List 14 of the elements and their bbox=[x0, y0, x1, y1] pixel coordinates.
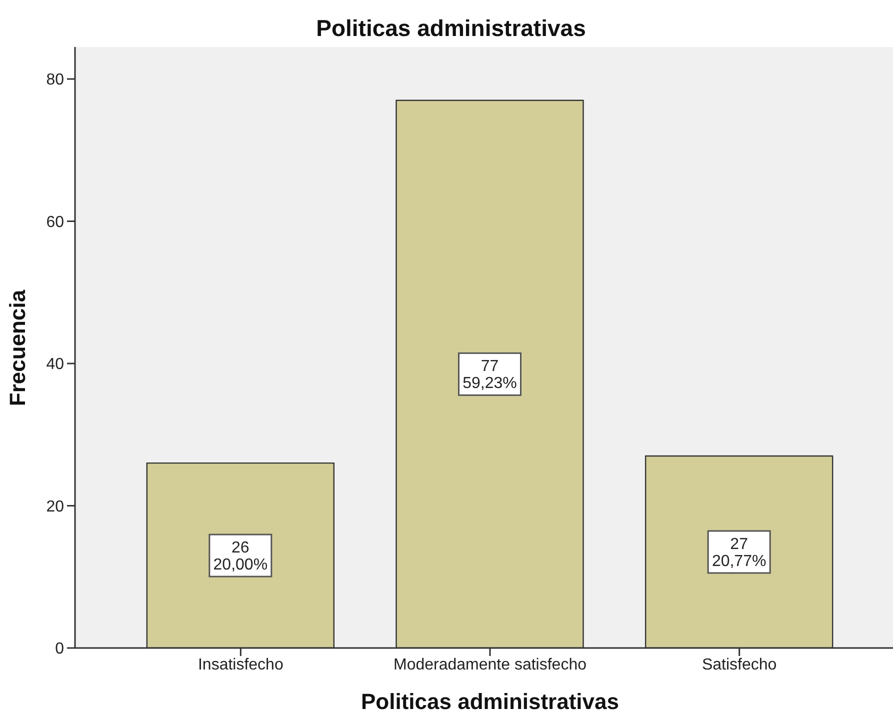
y-axis-title: Frecuencia bbox=[5, 290, 31, 406]
x-tick-label: Insatisfecho bbox=[198, 656, 284, 674]
chart-title: Politicas administrativas bbox=[316, 15, 586, 41]
y-tick-label: 0 bbox=[55, 640, 64, 658]
y-tick-label: 60 bbox=[46, 214, 64, 231]
y-tick-label: 80 bbox=[46, 72, 64, 89]
data-label: 27 20,77% bbox=[712, 536, 766, 570]
x-axis-title: Politicas administrativas bbox=[361, 689, 619, 713]
y-tick-label: 20 bbox=[46, 498, 64, 516]
x-tick-label: Satisfecho bbox=[702, 656, 777, 674]
x-tick-label: Moderadamente satisfecho bbox=[394, 656, 587, 674]
data-label: 26 20,00% bbox=[213, 540, 268, 574]
y-tick-label: 40 bbox=[46, 356, 64, 374]
data-label: 77 59,23% bbox=[462, 358, 517, 392]
